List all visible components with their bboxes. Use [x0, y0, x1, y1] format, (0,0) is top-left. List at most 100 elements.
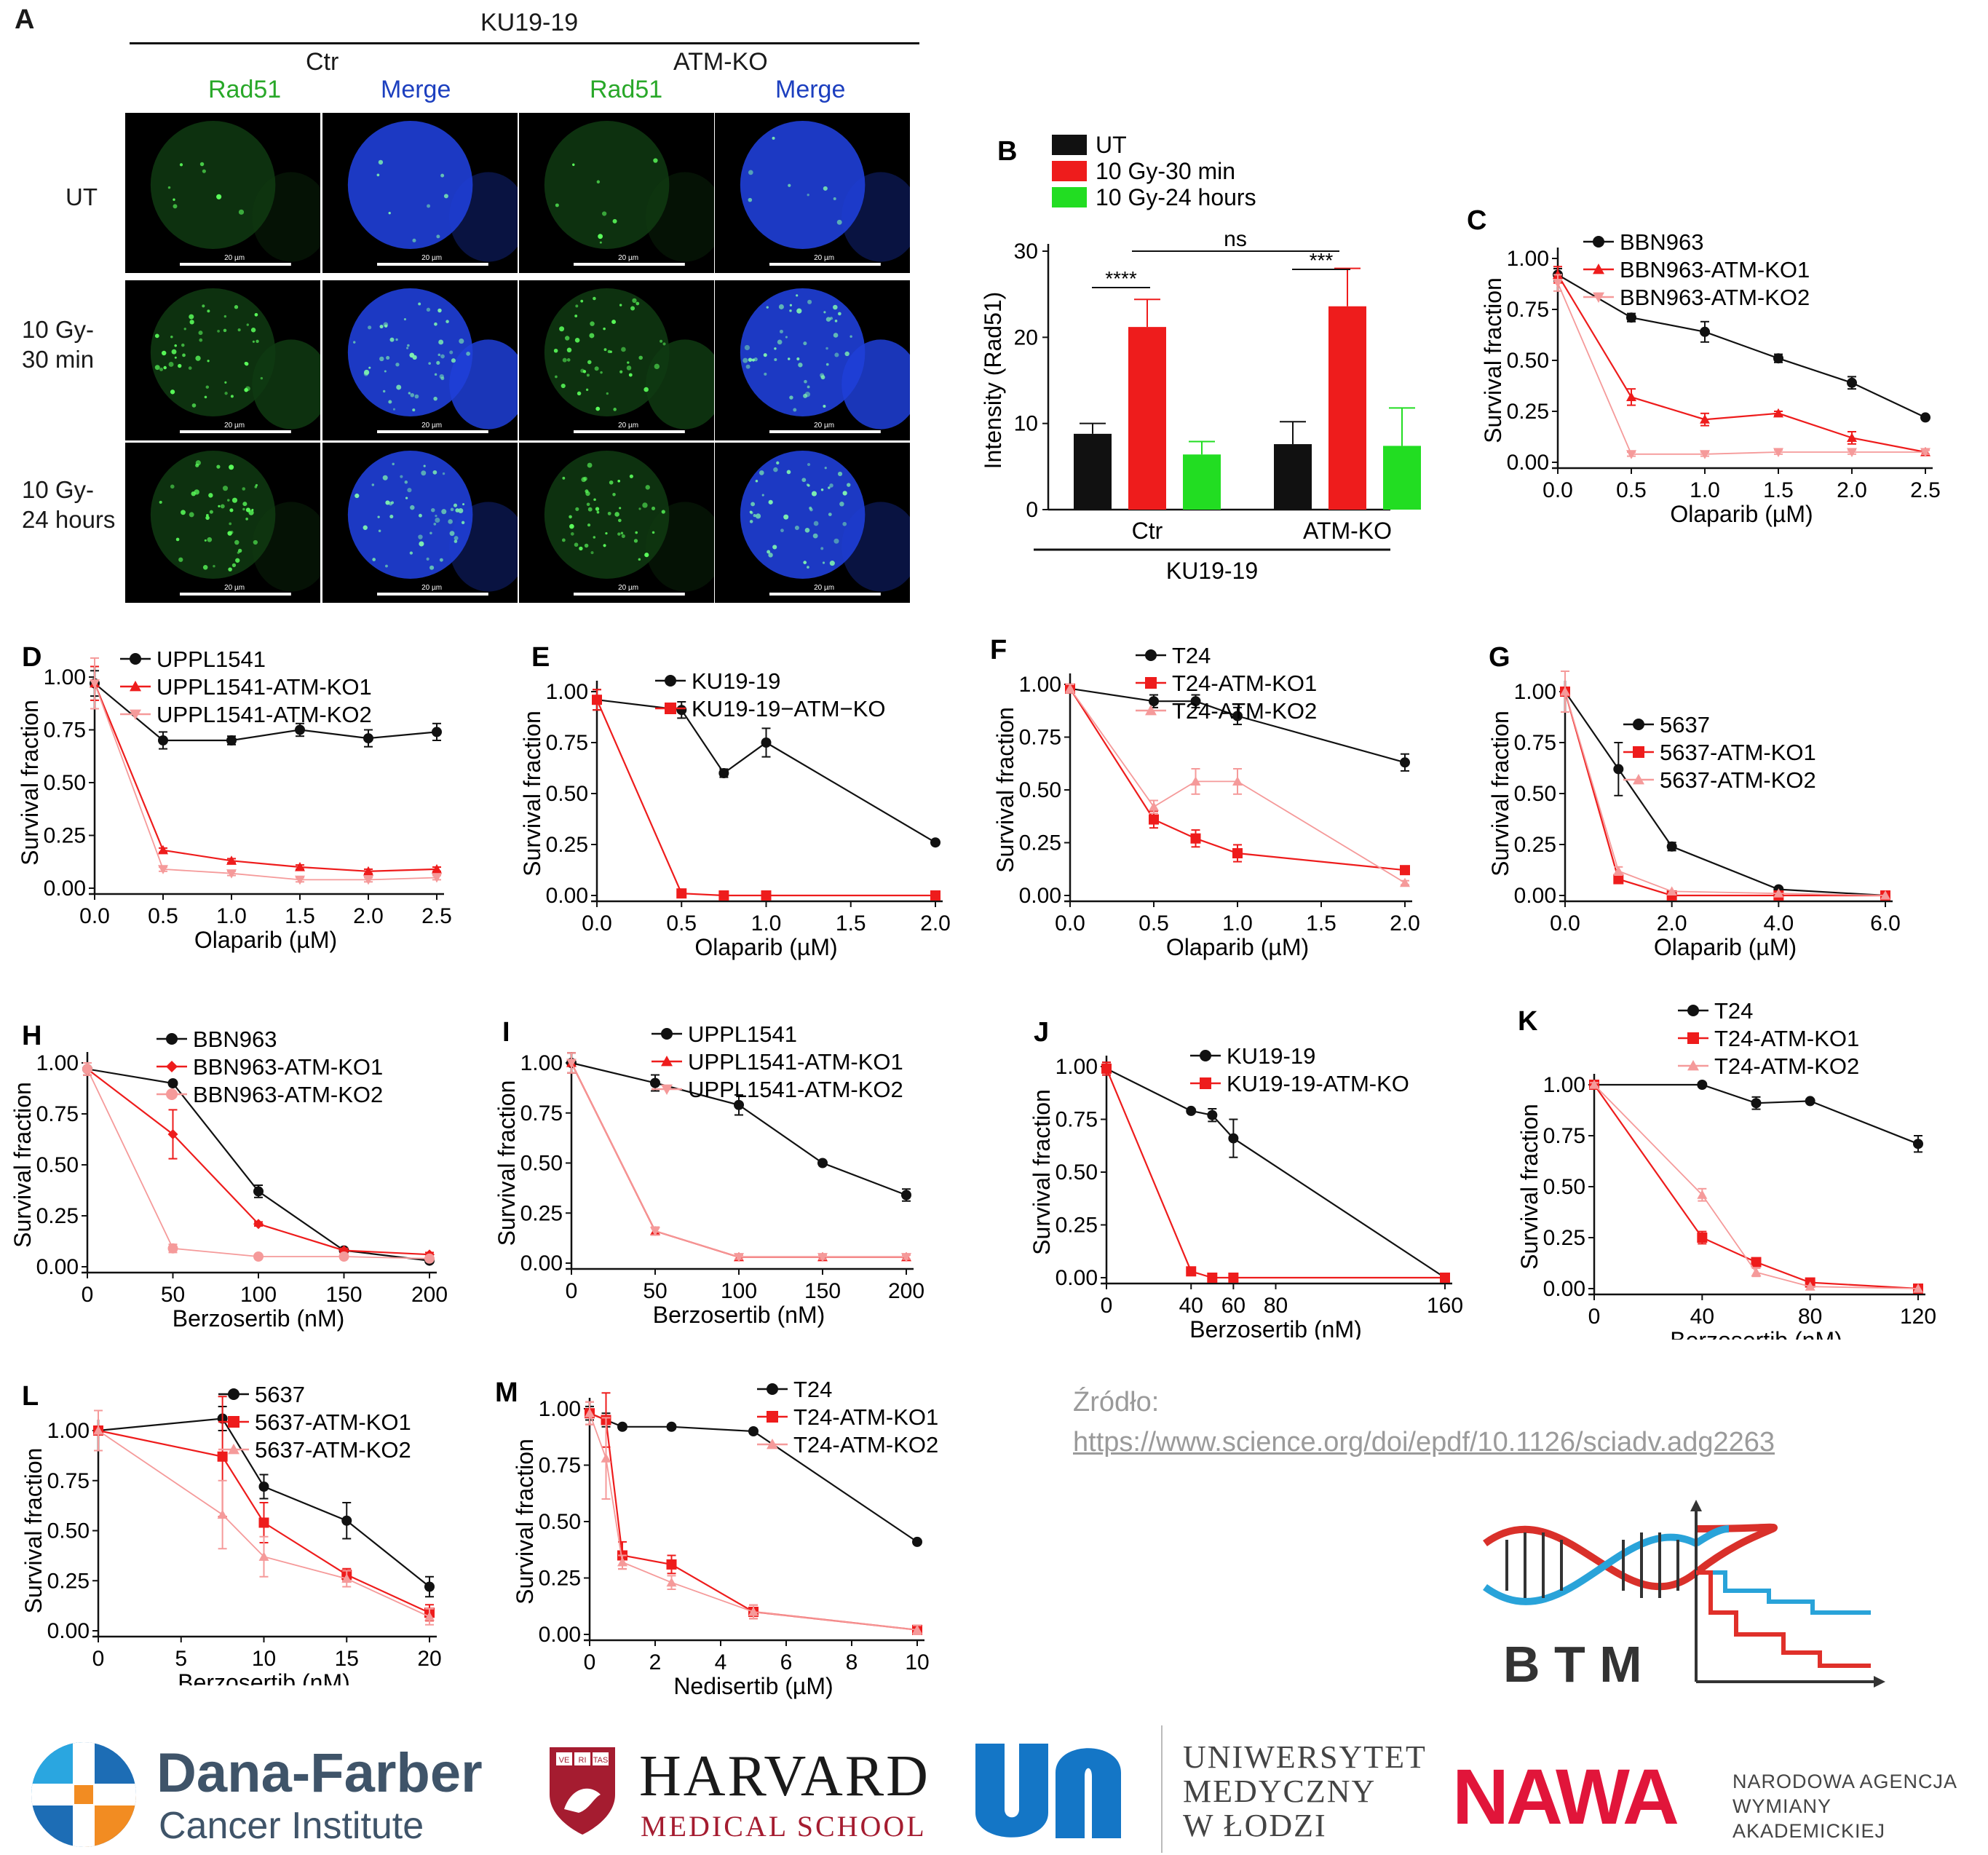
harvard-subtitle: MEDICAL SCHOOL: [641, 1810, 927, 1843]
data-point: [226, 855, 237, 865]
nawa-subtitle: NARODOWA AGENCJA WYMIANY AKADEMICKIEJ: [1732, 1769, 1988, 1843]
data-point: [166, 1033, 178, 1045]
data-point: [1697, 1190, 1708, 1199]
data-point: [295, 862, 305, 871]
scale-bar-label: 20 µm: [814, 422, 834, 430]
x-tick-label: 1.5: [1763, 478, 1794, 502]
data-point: [1190, 833, 1201, 844]
data-point: [166, 1088, 178, 1100]
y-tick-label: 0.25: [1543, 1226, 1585, 1250]
data-point: [424, 1253, 435, 1264]
y-tick-label: 0.00: [1507, 451, 1549, 475]
x-tick-label: 2.0: [353, 904, 384, 928]
y-tick-label: 0.00: [520, 1251, 563, 1275]
x-tick-label: 0.5: [148, 904, 178, 928]
btm-text: B T M: [1503, 1636, 1642, 1693]
data-point: [1626, 450, 1636, 459]
x-axis-label: Berzosertib (nM): [173, 1305, 345, 1332]
legend-label: T24-ATM-KO2: [1172, 698, 1317, 724]
data-point: [1228, 1133, 1239, 1144]
x-axis-label: Berzosertib (nM): [178, 1669, 350, 1685]
scale-bar-label: 20 µm: [224, 422, 245, 430]
umed-emblem-icon: [975, 1744, 1121, 1838]
data-point: [912, 1624, 922, 1634]
scale-bar-label: 20 µm: [814, 254, 834, 262]
legend-label: 5637-ATM-KO2: [255, 1437, 411, 1463]
data-point: [1920, 412, 1930, 423]
merge-micrograph: 20 µm: [322, 443, 518, 603]
data-point: [363, 875, 373, 885]
data-point: [1186, 1105, 1197, 1116]
legend-label: T24: [1714, 998, 1753, 1024]
y-tick-label: 1.00: [44, 665, 86, 689]
chart-g: G 0.00 0.25 0.50 0.75 1.00 0.0 2.0 4.0 6.0 Olapari…: [1487, 642, 1901, 960]
x-tick-label: 5: [175, 1647, 187, 1671]
x-tick-label: 15: [335, 1647, 359, 1671]
y-tick-label: 1.00: [1019, 673, 1061, 697]
nawa-logo: NAWA: [1452, 1752, 1679, 1840]
y-tick-label: 0.50: [1056, 1160, 1098, 1184]
data-point: [1149, 802, 1159, 811]
data-point: [1613, 866, 1624, 875]
x-axis-label: Berzosertib (nM): [1670, 1327, 1842, 1340]
y-axis-label: Intensity (Rad51): [980, 292, 1006, 470]
x-tick-label: 0.0: [582, 911, 612, 936]
x-tick-label: 0.5: [1616, 478, 1647, 502]
x-tick-label: 0.5: [1138, 911, 1169, 936]
chart-m: M 0.00 0.25 0.50 0.75 1.00 0 2 4 6 8 10 Nedisertib (…: [495, 1377, 938, 1699]
series-line: [589, 1412, 918, 1631]
y-tick-label: 0.25: [520, 1201, 563, 1225]
merge-micrograph: 20 µm: [715, 443, 910, 603]
series-line: [1557, 274, 1926, 454]
y-tick-label: 0.00: [1019, 884, 1061, 908]
harvard-name: HARVARD: [639, 1744, 930, 1808]
source-label: Źródło:: [1073, 1387, 1160, 1417]
data-point: [1149, 696, 1159, 707]
data-point: [424, 1611, 435, 1621]
scale-bar-label: 20 µm: [618, 584, 638, 592]
data-point: [601, 1453, 611, 1463]
rad51-micrograph: 20 µm: [125, 443, 320, 603]
data-point: [158, 865, 168, 874]
bar: [1128, 327, 1166, 510]
data-point: [1666, 886, 1677, 895]
y-tick-label: 0.00: [546, 884, 588, 908]
y-tick-label: 1.00: [36, 1051, 79, 1075]
data-point: [1200, 1050, 1211, 1061]
data-point: [930, 890, 940, 901]
data-point: [1613, 764, 1624, 775]
data-point: [217, 1451, 228, 1462]
y-axis-label: Survival fraction: [17, 700, 43, 866]
data-point: [1847, 448, 1857, 457]
data-point: [432, 863, 442, 874]
y-tick-label: 0.75: [1514, 731, 1556, 755]
x-axis-label: Olaparib (µM): [694, 934, 837, 960]
data-point: [1232, 711, 1243, 721]
source-link[interactable]: https://www.science.org/doi/epdf/10.1126…: [1073, 1427, 1775, 1458]
data-point: [592, 695, 602, 705]
x-tick-label: 80: [1264, 1294, 1288, 1318]
data-point: [228, 1388, 239, 1400]
x-tick-label: 40: [1690, 1305, 1714, 1329]
data-point: [650, 1227, 660, 1236]
x-tick-label: 1.5: [1306, 911, 1336, 936]
data-point: [1190, 696, 1201, 707]
y-tick-label: 0.50: [36, 1153, 79, 1177]
data-point: [1207, 1110, 1218, 1120]
data-point: [676, 705, 687, 716]
y-tick-label: 0.50: [546, 782, 588, 806]
y-tick-label: 0.75: [520, 1101, 563, 1126]
merge-micrograph: 20 µm: [322, 280, 518, 440]
series-line: [1564, 691, 1886, 897]
series-line: [94, 683, 437, 881]
data-point: [1687, 1005, 1699, 1016]
y-axis-label: Survival fraction: [512, 1439, 538, 1605]
legend-label: UT: [1096, 132, 1127, 158]
x-tick-label: 8: [846, 1650, 858, 1674]
data-point: [295, 724, 305, 735]
data-point: [1400, 757, 1410, 768]
row-label-30min: 10 Gy- 30 min: [22, 316, 95, 373]
x-tick-label: 10: [252, 1647, 276, 1671]
data-point: [1805, 1096, 1815, 1107]
data-point: [226, 869, 237, 879]
